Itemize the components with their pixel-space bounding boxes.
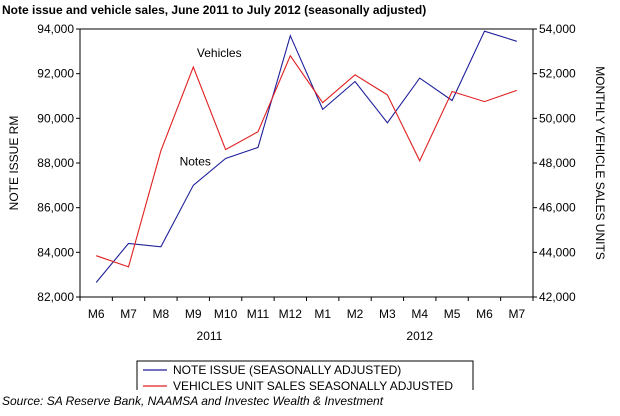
dual-axis-line-chart: 82,000 84,000 86,000 88,000 90,000 92,000 94,0… — [7, 22, 607, 390]
x-axis-tick-label: M6 — [88, 307, 105, 321]
x-axis-tick-label: M3 — [379, 307, 396, 321]
left-axis-tick-label: 92,000 — [37, 67, 74, 81]
left-axis-tick-label: 86,000 — [37, 201, 74, 215]
right-axis-tick-label: 42,000 — [539, 290, 576, 304]
right-axis-tick-label: 48,000 — [539, 156, 576, 170]
legend-label: VEHICLES UNIT SALES SEASONALLY ADJUSTED — [173, 379, 453, 390]
x-axis-tick-label: M10 — [214, 307, 238, 321]
x-axis-tick-label: M1 — [314, 307, 331, 321]
x-axis-tick-label: M8 — [153, 307, 170, 321]
x-axis-tick-label: M9 — [185, 307, 202, 321]
left-axis-title: NOTE ISSUE RM — [7, 116, 21, 211]
plot-frame — [79, 28, 534, 298]
x-axis-tick-label: M7 — [120, 307, 137, 321]
left-axis-tick-label: 82,000 — [37, 290, 74, 304]
x-axis-year-label: 2011 — [197, 329, 223, 343]
chart-title: Note issue and vehicle sales, June 2011 … — [2, 3, 427, 17]
x-axis-year-label: 2012 — [406, 329, 433, 343]
right-axis-tick-label: 50,000 — [539, 111, 576, 125]
left-axis-tick-label: 88,000 — [37, 156, 74, 170]
x-axis-tick-label: M11 — [247, 307, 270, 321]
note-issue-series-line — [95, 30, 517, 283]
right-axis-tick-label: 44,000 — [539, 245, 576, 259]
vehicle-sales-series-line — [96, 54, 517, 268]
right-axis-tick-label: 54,000 — [539, 22, 576, 36]
right-axis-tick-label: 52,000 — [539, 67, 576, 81]
legend-box — [136, 360, 474, 390]
legend-label: NOTE ISSUE (SEASONALLY ADJUSTED) — [173, 363, 401, 377]
x-axis-tick-label: M2 — [347, 307, 364, 321]
source-note: Source: SA Reserve Bank, NAAMSA and Inve… — [2, 394, 384, 408]
left-axis-tick-label: 90,000 — [37, 111, 74, 125]
left-axis-tick-label: 94,000 — [37, 22, 74, 36]
right-axis-tick-label: 46,000 — [539, 201, 576, 215]
x-axis-tick-label: M4 — [411, 307, 428, 321]
x-axis-tick-label: M5 — [444, 307, 461, 321]
left-axis-tick-label: 84,000 — [37, 245, 74, 259]
x-axis-tick-label: M12 — [279, 307, 303, 321]
x-axis-tick-label: M6 — [476, 307, 493, 321]
right-axis-title: MONTHLY VEHICLE SALES UNITS — [593, 66, 607, 260]
notes-annotation: Notes — [180, 154, 211, 168]
vehicles-annotation: Vehicles — [197, 46, 242, 60]
x-axis-tick-label: M7 — [508, 307, 525, 321]
